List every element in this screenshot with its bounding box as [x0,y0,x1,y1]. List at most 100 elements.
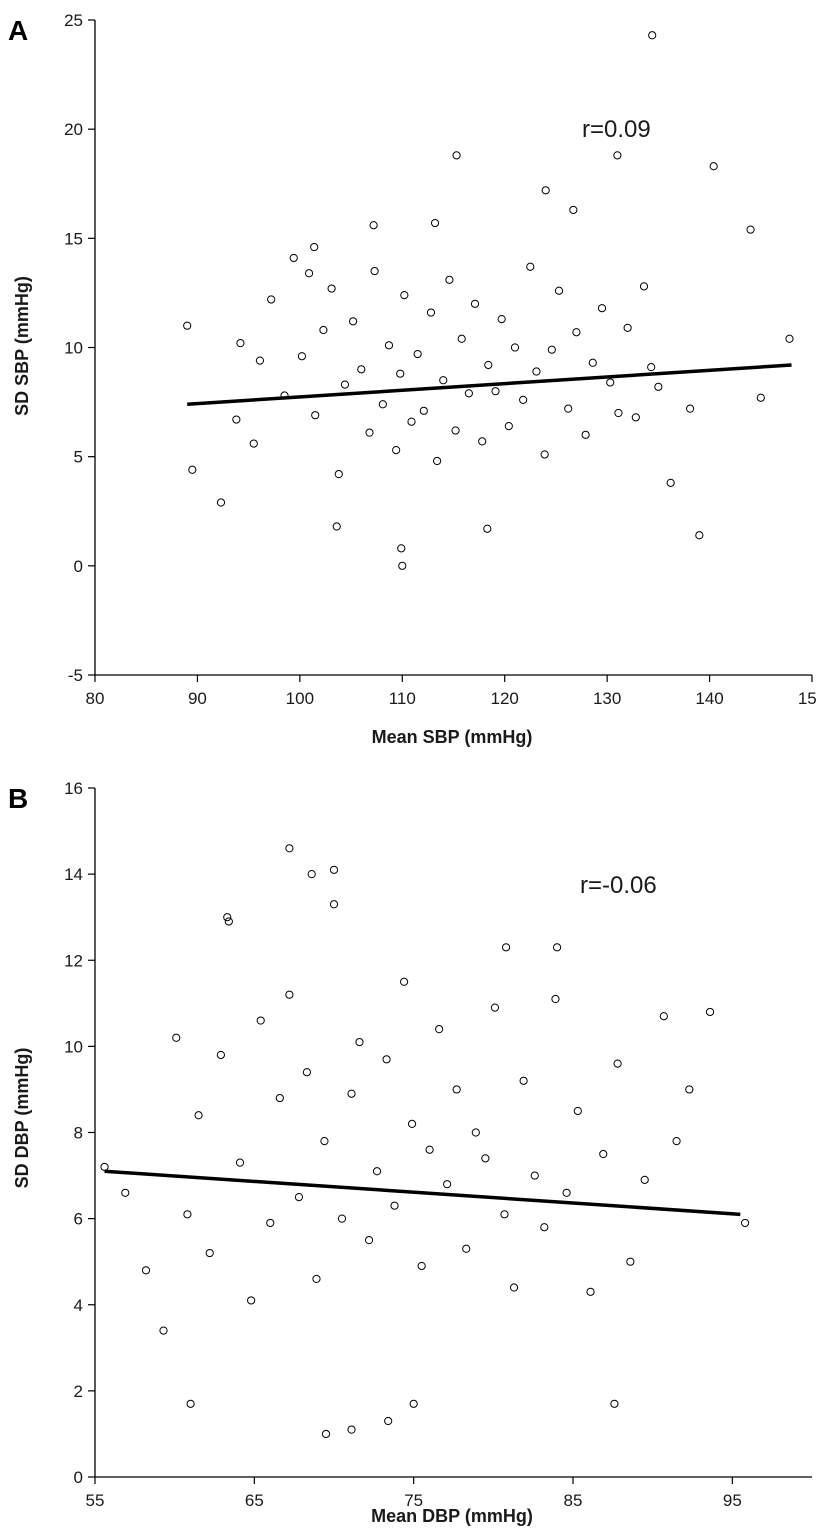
y-tick-label: 0 [74,557,83,576]
scatter-point [497,315,506,324]
y-tick-label: 6 [74,1210,83,1229]
scatter-point [267,295,276,304]
scatter-point [504,422,513,431]
scatter-point [398,561,407,570]
scatter-point [647,363,656,372]
scatter-point [526,262,535,271]
x-tick-label: 110 [389,689,416,708]
scatter-point [426,308,436,317]
regression-line-a [187,363,792,407]
x-tick-label: 120 [491,689,519,708]
y-tick-label: 25 [64,11,83,30]
scatter-point [599,1149,608,1159]
scatter-point [294,1192,304,1202]
scatter-point [551,994,560,1004]
scatter-point [255,356,265,365]
panel-label-b: B [8,783,28,814]
correlation-label-b: r=-0.06 [580,872,657,899]
scatter-point [654,382,663,391]
scatter-point [631,413,640,422]
scatter-point [540,450,549,459]
scatter-point [397,544,406,553]
scatter-point [249,439,258,448]
y-tick-label: 10 [64,339,83,358]
scatter-point [302,1068,312,1077]
scatter-point [623,323,632,332]
scatter-point [746,225,755,234]
y-tick-label: 5 [74,448,83,467]
scatter-point [464,389,473,398]
scatter-point [613,151,622,160]
scatter-point [332,522,341,531]
y-tick-label: 20 [64,120,83,139]
scatter-point [337,1214,347,1223]
x-axis-label-b: Mean DBP (mmHg) [371,1506,533,1526]
scatter-point [236,339,245,348]
scatter-point [740,1218,750,1228]
scatter-point [547,345,556,354]
scatter-point [666,478,675,487]
y-tick-label: -5 [68,666,83,685]
scatter-point [457,334,466,343]
scatter-point [626,1257,635,1266]
y-tick-label: 16 [64,779,83,798]
scatter-point [340,380,350,389]
x-tick-label: 140 [695,689,723,708]
y-axis-label-a: SD SBP (mmHg) [12,276,32,416]
scatter-point [347,1425,356,1434]
scatter-point [471,1128,480,1137]
scatter-point [407,1119,417,1128]
scatter-point [554,286,564,295]
scatter-point [639,282,649,291]
scatter-point [365,428,374,437]
scatter-point [413,349,422,359]
scatter-point [640,1175,649,1184]
x-axis-label-a: Mean SBP (mmHg) [372,727,533,747]
y-tick-label: 15 [64,229,83,248]
scatter-point [141,1266,151,1275]
scatter-point [425,1145,434,1154]
scatter-point [275,1093,284,1103]
scatter-point [569,205,578,215]
scatter-point [552,943,562,952]
scatter-point [433,456,442,466]
regression-line-b [104,1169,741,1217]
scatter-point [610,1399,619,1408]
y-tick-label: 10 [64,1037,83,1056]
scatter-point [307,870,316,879]
scatter-point [355,1037,364,1047]
scatter-point [384,341,394,350]
scatter-point [310,242,319,252]
scatter-point [572,328,581,337]
scatter-point [370,266,379,276]
scatter-point [334,470,343,479]
scatter-point [320,1137,329,1146]
x-tick-label: 85 [564,1491,583,1510]
scatter-point [443,1180,452,1189]
scatter-point [216,498,226,507]
scatter-point [462,1244,471,1253]
scatter-point [519,1076,528,1085]
x-tick-label: 80 [86,689,105,708]
scatter-point [445,275,454,284]
y-tick-label: 2 [74,1382,83,1401]
scatter-point [369,221,378,230]
scatter-point [205,1248,214,1258]
scatter-point [606,378,615,387]
scatter-point [478,437,487,446]
scatter-point [581,430,590,439]
scatter-point [614,408,623,418]
x-tick-label: 75 [404,1491,423,1510]
scatter-point [452,151,461,160]
scatter-point [183,1210,192,1219]
scatter-point [311,411,320,420]
scatter-point [562,1188,571,1197]
scatter-point [232,415,241,424]
scatter-point [501,943,511,952]
scatter-point [695,531,704,540]
scatter-point [247,1296,256,1305]
scatter-point [705,1007,715,1017]
x-tick-label: 150 [798,689,817,708]
scatter-point [519,395,528,404]
y-tick-label: 14 [64,865,83,884]
